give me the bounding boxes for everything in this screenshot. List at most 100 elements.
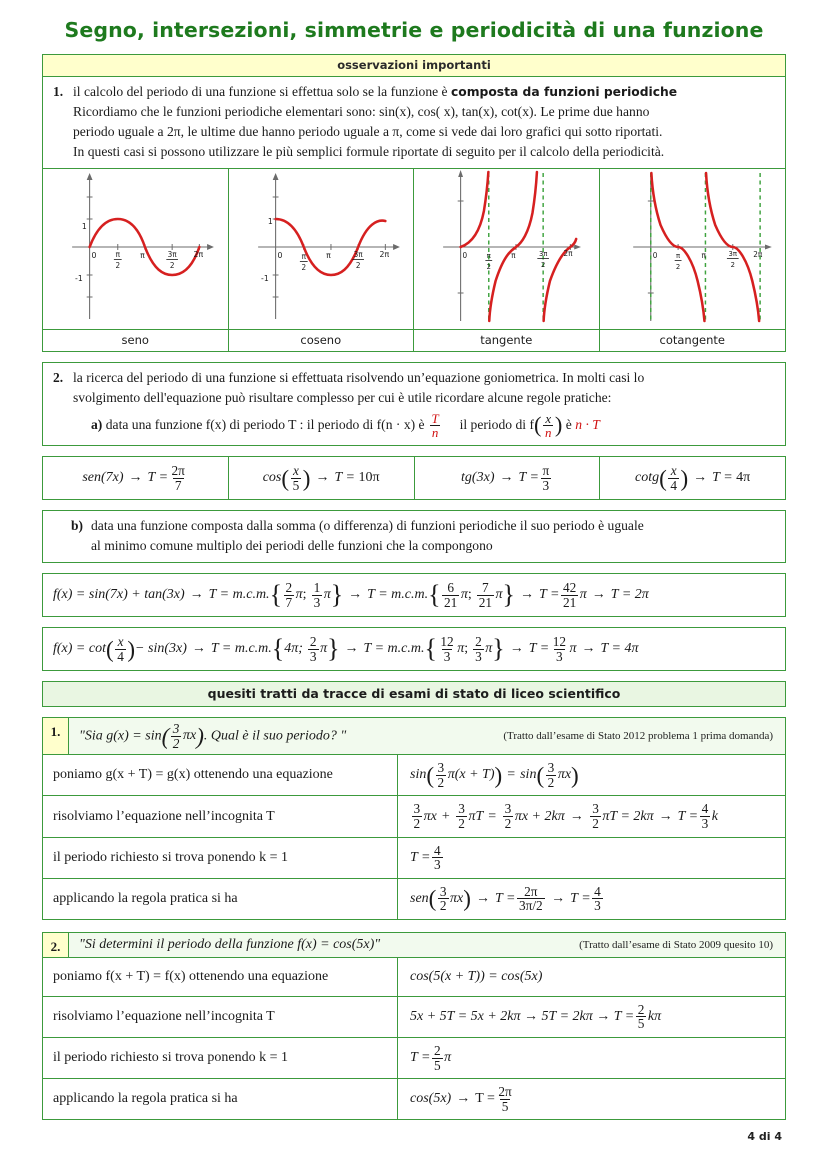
svg-text:2: 2 bbox=[115, 261, 120, 270]
graph-cell-tangente: 0 π 2π π 2 3π 2 tangente bbox=[414, 168, 600, 351]
q2-eq1-text: cos(5(x + T)) = cos(5x) bbox=[410, 968, 543, 984]
quesito-1-question-post: . Qual è il suo periodo? " bbox=[203, 728, 347, 744]
rule-b-line-2: al minimo comune multiplo dei periodi de… bbox=[91, 538, 493, 554]
svg-text:2: 2 bbox=[355, 261, 360, 270]
q1-eq2-t1-suffix: πx bbox=[423, 808, 437, 824]
q2-eq3-suffix: π bbox=[444, 1050, 452, 1066]
mcm-2-s3-num: 12 bbox=[552, 634, 566, 650]
observation-1-line-1-text: il calcolo del periodo di una funzione s… bbox=[73, 84, 451, 99]
svg-text:1: 1 bbox=[82, 222, 87, 231]
q2-eq3-den: 5 bbox=[431, 1057, 443, 1073]
mcm-2-s3-den: 3 bbox=[554, 648, 565, 664]
mcm-2-s1-num: 2 bbox=[309, 634, 317, 650]
mcm-1-s2-b-suffix: π bbox=[495, 587, 503, 603]
rule-a-frac-1: T n bbox=[429, 410, 441, 439]
observation-1-line-1: il calcolo del periodo di una funzione s… bbox=[73, 82, 677, 102]
mcm-2-final: T = 4π bbox=[600, 641, 639, 657]
q2-eq2-suffix: kπ bbox=[647, 1008, 662, 1024]
mcm-1-s1-b-num: 1 bbox=[313, 580, 321, 596]
q1-eq2-res-num: 4 bbox=[701, 801, 709, 817]
mcm-1-s3-den: 21 bbox=[560, 594, 579, 610]
graph-label-cotangente: cotangente bbox=[599, 328, 785, 351]
quesito-1-row-3-label: il periodo richiesto si trova ponendo k … bbox=[43, 837, 398, 878]
rule-a-label: a) bbox=[91, 416, 103, 432]
q2-eq4-num: 2π bbox=[498, 1084, 512, 1100]
svg-text:0: 0 bbox=[92, 251, 97, 260]
svg-text:2π: 2π bbox=[753, 250, 763, 259]
graph-cell-seno: 1 -1 0 π 2π π 2 3π 2 seno bbox=[43, 168, 229, 351]
graph-tangente-svg: 0 π 2π π 2 3π 2 bbox=[443, 169, 582, 323]
mcm-row-2: f(x) = cot(x 4) − sin(3x) → T = m.c.m.{4π… bbox=[53, 634, 639, 664]
example-4-arg-num: x bbox=[670, 463, 677, 479]
q1-eq4-mid-num: 2π bbox=[524, 883, 538, 899]
page-title: Segno, intersezioni, simmetrie e periodi… bbox=[64, 18, 764, 42]
quesito-1-row-2-label: risolviamo l’equazione nell’incognita T bbox=[43, 796, 398, 837]
mcm-1-final: T = 2π bbox=[610, 587, 649, 603]
q1-eq1-rhs-num: 3 bbox=[547, 760, 555, 776]
rule-a-example-4: cotg(x 4) → T = 4π bbox=[635, 463, 751, 493]
mcm-2-lhs-tail: − sin(3x) bbox=[135, 641, 187, 657]
observation-1-line-1-bold: composta da funzioni periodiche bbox=[450, 85, 678, 99]
mcm-1-s2-a-num: 6 bbox=[447, 580, 454, 596]
svg-text:2: 2 bbox=[170, 261, 175, 270]
rule-a-text-3: è bbox=[565, 416, 572, 432]
rule-a-frac-1-num: T bbox=[431, 410, 439, 426]
svg-text:π: π bbox=[487, 252, 491, 260]
mcm-1-lhs: f(x) = sin(7x) + tan(3x) bbox=[53, 587, 185, 603]
q1-eq4-arg-suffix: πx bbox=[450, 890, 464, 906]
rule-a-examples-strip: sen(7x) → T = 2π 7 cos(x 5) → T = 10π tg(… bbox=[42, 456, 786, 501]
quesito-1-row-2-equation: 3 2 πx + 3 2 πT = 3 2 πx + 2kπ → 3 2 πT = 2kπ → … bbox=[398, 796, 785, 836]
mcm-row-1: f(x) = sin(7x) + tan(3x) → T = m.c.m.{2 7… bbox=[53, 580, 649, 610]
q1-eq2-t3-suffix: πx + 2kπ bbox=[514, 808, 565, 824]
mcm-1-step3-label: T = bbox=[538, 587, 560, 603]
q2-eq3-label: T = bbox=[410, 1050, 431, 1066]
mcm-1-s1-a-num: 2 bbox=[285, 580, 293, 596]
q1-eq4-arrow-2: → bbox=[551, 890, 566, 906]
mcm-2-arg-num: x bbox=[117, 634, 124, 650]
rule-b-line-1: data una funzione composta dalla somma (… bbox=[91, 518, 644, 534]
mcm-row-1-block: f(x) = sin(7x) + tan(3x) → T = m.c.m.{2 7… bbox=[42, 573, 786, 618]
svg-text:2: 2 bbox=[541, 261, 545, 269]
q1-eq2-t1-den: 2 bbox=[411, 816, 423, 832]
quesito-1-row-1-equation: sin(3 2 π(x + T)) = sin(3 2 πx) bbox=[410, 760, 579, 790]
q1-eq2-arrow-1: → bbox=[569, 808, 584, 824]
example-1-function: sen(7x) bbox=[82, 470, 124, 486]
quesiti-header-block: quesiti tratti da tracce di esami di sta… bbox=[42, 681, 786, 708]
svg-text:2π: 2π bbox=[379, 250, 389, 259]
quesito-2-row-1-label: poniamo f(x + T) = f(x) ottenendo una eq… bbox=[43, 957, 398, 996]
q1-eq1-equals: = bbox=[507, 767, 516, 783]
quesito-1-row-4: applicando la regola pratica si ha sen(3… bbox=[43, 878, 785, 919]
example-4-arg-den: 4 bbox=[668, 477, 679, 493]
quesito-1-row-3: il periodo richiesto si trova ponendo k … bbox=[43, 837, 785, 879]
svg-text:π: π bbox=[701, 251, 706, 260]
svg-text:π: π bbox=[511, 251, 516, 260]
quesito-2-table: 2. "Si determini il periodo della funzio… bbox=[42, 931, 786, 1121]
quesito-2-row-4-label: applicando la regola pratica si ha bbox=[43, 1079, 398, 1120]
quesito-2-row-1-equation: cos(5(x + T)) = cos(5x) bbox=[398, 958, 785, 996]
rule-a-arg-den: n bbox=[542, 424, 554, 440]
rule-a-line: a) data una funzione f(x) di periodo T :… bbox=[73, 408, 644, 440]
svg-text:3π: 3π bbox=[353, 250, 363, 259]
mcm-2-step2-label: T = m.c.m. bbox=[363, 641, 425, 657]
q1-eq2-arrow-2: → bbox=[658, 808, 673, 824]
graph-coseno-svg: 1 -1 0 π 2π π 2 3π 2 bbox=[257, 172, 400, 319]
svg-text:3π: 3π bbox=[728, 250, 736, 258]
observation-item-2-block: 2. la ricerca del periodo di una funzion… bbox=[42, 361, 786, 447]
q2-eq4-fn: cos(5x) bbox=[410, 1091, 452, 1107]
example-2-arg-num: x bbox=[292, 463, 299, 479]
mcm-1-s1-b-den: 3 bbox=[311, 594, 323, 610]
q2-eq2-num: 2 bbox=[637, 1001, 645, 1017]
svg-text:π: π bbox=[326, 251, 331, 260]
svg-text:-1: -1 bbox=[75, 274, 83, 283]
quesito-1-row-4-label: applicando la regola pratica si ha bbox=[43, 878, 398, 919]
observation-2-line-2: svolgimento dell'equazione può risultare… bbox=[73, 389, 612, 405]
q1-eq4-arg-den: 2 bbox=[437, 898, 449, 914]
rule-a-example-2: cos(x 5) → T = 10π bbox=[229, 457, 415, 500]
quesito-2-row-3-equation: T = 2 5 π bbox=[398, 1038, 785, 1078]
q1-eq4-arrow-1: → bbox=[475, 890, 490, 906]
svg-text:2: 2 bbox=[730, 261, 734, 269]
example-2-eq: T = bbox=[334, 470, 355, 486]
graph-cell-cotangente: 0 π 2π π 2 3π 2 cotangente bbox=[599, 169, 785, 351]
mcm-1-s3-num: 42 bbox=[562, 580, 577, 596]
